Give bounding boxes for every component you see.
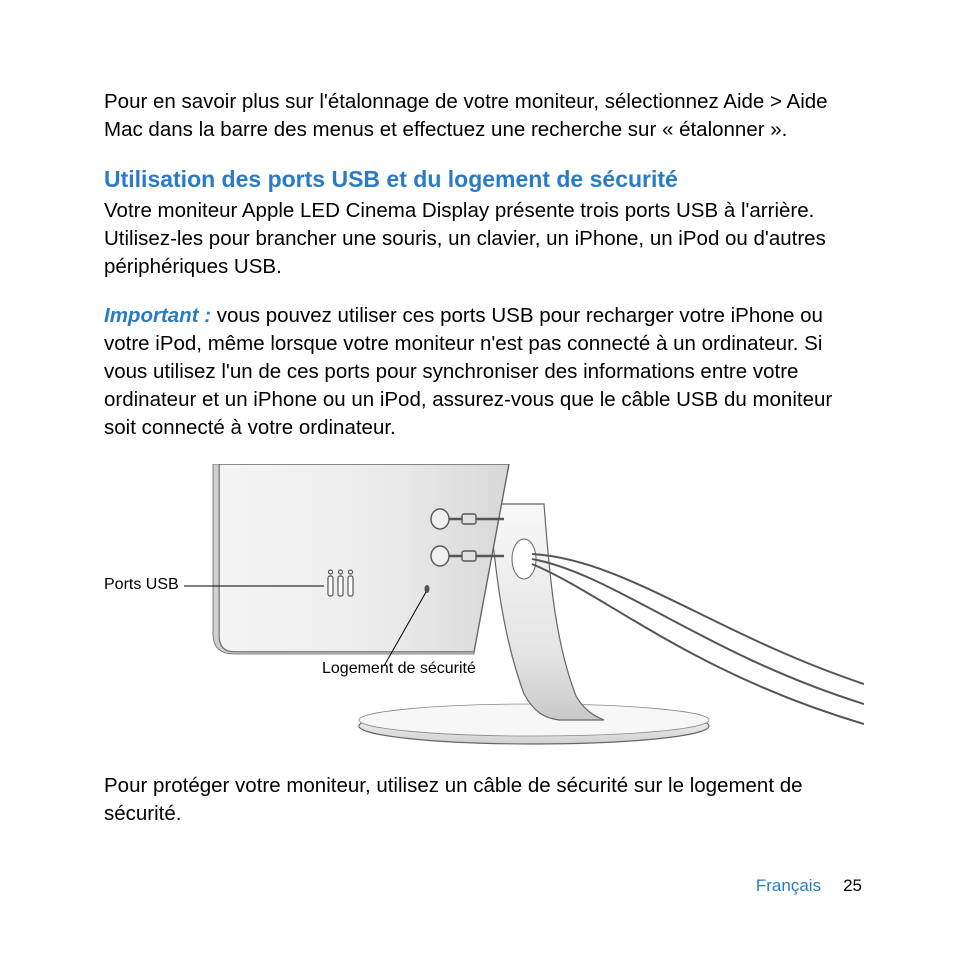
document-page: Pour en savoir plus sur l'étalonnage de … (0, 0, 954, 954)
figure-label-security: Logement de sécurité (322, 660, 476, 678)
footer-page-number: 25 (843, 876, 862, 895)
figure-label-usb: Ports USB (104, 576, 179, 594)
monitor-illustration-icon (104, 464, 864, 754)
footer-language: Français (756, 876, 821, 895)
section-important-paragraph: Important : vous pouvez utiliser ces por… (104, 302, 864, 441)
intro-paragraph: Pour en savoir plus sur l'étalonnage de … (104, 88, 864, 144)
monitor-rear-figure: Ports USB Logement de sécurité (104, 464, 864, 754)
section-paragraph-after-figure: Pour protéger votre moniteur, utilisez u… (104, 772, 864, 828)
section-paragraph-1: Votre moniteur Apple LED Cinema Display … (104, 197, 864, 281)
important-label: Important : (104, 304, 217, 327)
page-footer: Français 25 (756, 876, 862, 896)
section-heading: Utilisation des ports USB et du logement… (104, 166, 864, 193)
